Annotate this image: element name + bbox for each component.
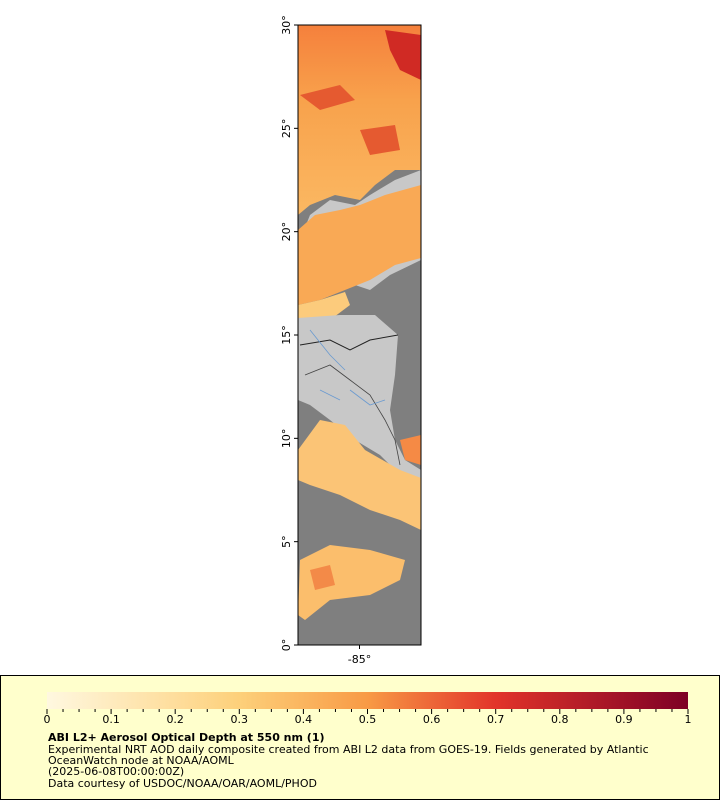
colorbar-axis: 0 0.1 0.2 0.3 0.4 0.5 0.6 0.7 0.8 0.9 1 <box>44 709 692 726</box>
lat-tick-label: 10° <box>280 429 293 449</box>
colorbar-tick-label: 0.3 <box>231 713 249 726</box>
caption-line: Experimental NRT AOD daily composite cre… <box>48 743 649 756</box>
aerosol-area <box>298 420 421 530</box>
aerosol-area <box>400 435 421 465</box>
caption-line: Data courtesy of USDOC/NOAA/OAR/AOML/PHO… <box>48 777 317 790</box>
aerosol-area <box>298 185 421 305</box>
lat-tick-label: 30° <box>280 15 293 35</box>
lat-tick-label: 0° <box>280 639 293 652</box>
colorbar-tick-label: 1 <box>685 713 692 726</box>
lat-tick-label: 5° <box>280 535 293 548</box>
colorbar-tick-label: 0.8 <box>551 713 569 726</box>
colorbar-tick-label: 0.2 <box>166 713 184 726</box>
axes: 0° 5° 10° 15° 20° 25° 30° -85° <box>280 15 371 666</box>
lat-tick-label: 15° <box>280 325 293 345</box>
aerosol-area <box>298 292 350 320</box>
lon-tick-label: -85° <box>348 653 371 666</box>
lat-tick-label: 25° <box>280 119 293 139</box>
aerosol-area <box>298 545 405 620</box>
colorbar-tick-label: 0.6 <box>423 713 441 726</box>
colorbar-tick-label: 0.7 <box>487 713 505 726</box>
aerosol-area <box>310 565 335 590</box>
aerosol-area <box>385 30 421 80</box>
colorbar-tick-label: 0.9 <box>615 713 633 726</box>
border <box>304 364 401 466</box>
colorbar-tick-label: 0 <box>44 713 51 726</box>
caption-title: ABI L2+ Aerosol Optical Depth at 550 nm … <box>48 731 325 744</box>
lat-tick-label: 20° <box>280 222 293 242</box>
aerosol-area <box>300 85 400 155</box>
colorbar <box>47 692 688 709</box>
border <box>299 334 399 351</box>
colorbar-tick-label: 0.1 <box>102 713 120 726</box>
aerosol-area <box>298 25 421 215</box>
river <box>309 329 386 406</box>
caption-line: OceanWatch node at NOAA/AOML <box>48 754 235 767</box>
map-area <box>298 25 421 645</box>
colorbar-tick-label: 0.5 <box>359 713 377 726</box>
colorbar-tick-label: 0.4 <box>295 713 313 726</box>
caption-line: (2025-06-08T00:00:00Z) <box>48 765 184 778</box>
